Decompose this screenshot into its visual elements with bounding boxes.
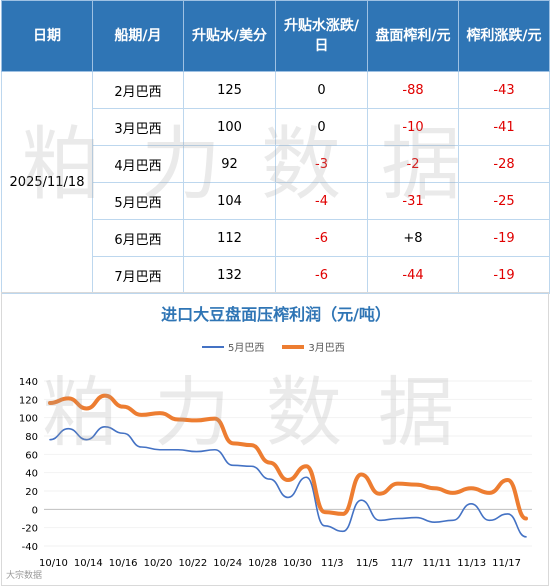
legend-item-series-5: 5月巴西 <box>202 339 264 354</box>
x-tick-label: 11/11 <box>422 558 451 569</box>
basis-change-cell: -6 <box>275 219 368 257</box>
basis-cell: 125 <box>183 71 276 109</box>
margin-change-cell: -41 <box>458 108 550 146</box>
y-tick-label: 100 <box>19 414 38 425</box>
basis-change-cell: -6 <box>275 256 368 294</box>
y-tick-label: 140 <box>19 377 38 388</box>
ship-cell: 7月巴西 <box>92 256 184 294</box>
legend-swatch-series-5 <box>202 345 224 348</box>
margin-change-cell: -19 <box>458 256 550 294</box>
table-row: 7月巴西 132 -6 -44 -19 <box>2 256 550 294</box>
ship-cell: 2月巴西 <box>92 71 184 109</box>
table-row: 3月巴西 100 0 -10 -41 <box>2 108 550 146</box>
margin-cell: +8 <box>367 219 459 257</box>
y-tick-label: 120 <box>19 395 38 406</box>
ship-cell: 6月巴西 <box>92 219 184 257</box>
x-tick-label: 10/28 <box>248 558 277 569</box>
x-tick-label: 10/14 <box>74 558 103 569</box>
y-tick-label: -20 <box>22 524 38 535</box>
margin-cell: -31 <box>367 182 459 220</box>
margin-cell: -88 <box>367 71 459 109</box>
header-basis-change: 升贴水涨跌/日 <box>275 0 368 72</box>
y-tick-label: 0 <box>32 505 38 516</box>
x-tick-label: 10/10 <box>39 558 68 569</box>
basis-change-cell: 0 <box>275 108 368 146</box>
date-cell: 2025/11/18 <box>1 71 93 294</box>
x-tick-label: 11/13 <box>457 558 486 569</box>
header-margin: 盘面榨利/元 <box>367 0 459 72</box>
margin-change-cell: -25 <box>458 182 550 220</box>
basis-margin-table: 日期 船期/月 升贴水/美分 升贴水涨跌/日 盘面榨利/元 榨利涨跌/元 202… <box>1 0 550 294</box>
header-ship: 船期/月 <box>92 0 184 72</box>
basis-cell: 112 <box>183 219 276 257</box>
table-row: 2025/11/18 2月巴西 125 0 -88 -43 <box>1 71 550 294</box>
chart-title: 进口大豆盘面压榨利润（元/吨） <box>161 305 391 324</box>
basis-cell: 100 <box>183 108 276 146</box>
header-date: 日期 <box>1 0 93 72</box>
legend-label-series-3: 3月巴西 <box>308 343 345 354</box>
basis-cell: 92 <box>183 145 276 183</box>
data-table: 日期 船期/月 升贴水/美分 升贴水涨跌/日 盘面榨利/元 榨利涨跌/元 202… <box>1 0 550 294</box>
margin-change-cell: -43 <box>458 71 550 109</box>
basis-change-cell: -3 <box>275 145 368 183</box>
x-tick-label: 10/30 <box>283 558 312 569</box>
x-tick-label: 11/5 <box>356 558 378 569</box>
ship-cell: 5月巴西 <box>92 182 184 220</box>
x-tick-label: 10/22 <box>178 558 207 569</box>
table-row: 4月巴西 92 -3 -2 -28 <box>2 145 550 183</box>
x-tick-label: 10/20 <box>144 558 173 569</box>
x-tick-label: 11/3 <box>321 558 343 569</box>
y-tick-label: 80 <box>25 432 38 443</box>
margin-change-cell: -28 <box>458 145 550 183</box>
legend-item-series-3: 3月巴西 <box>282 339 345 354</box>
margin-cell: -2 <box>367 145 459 183</box>
basis-cell: 104 <box>183 182 276 220</box>
basis-change-cell: 0 <box>275 71 368 109</box>
brand-logo: 大宗数据 <box>6 571 43 581</box>
header-basis: 升贴水/美分 <box>183 0 276 72</box>
margin-change-cell: -19 <box>458 219 550 257</box>
chart-legend: 5月巴西 3月巴西 <box>202 339 345 354</box>
y-tick-label: 20 <box>25 487 38 498</box>
table-row: 6月巴西 112 -6 +8 -19 <box>2 219 550 257</box>
x-tick-label: 10/16 <box>109 558 138 569</box>
margin-cell: -44 <box>367 256 459 294</box>
chart-panel: 进口大豆盘面压榨利润（元/吨） 5月巴西 3月巴西 -40 -20 0 20 40 60 8… <box>1 292 549 586</box>
y-tick-label: 60 <box>25 450 38 461</box>
y-tick-label: -40 <box>22 542 38 553</box>
chart-svg: -40 -20 0 20 40 60 80 100 120 140 10/10 10/14 10/16 1… <box>19 377 532 569</box>
basis-change-cell: -4 <box>275 182 368 220</box>
x-tick-label: 11/17 <box>492 558 521 569</box>
table-header-row: 日期 船期/月 升贴水/美分 升贴水涨跌/日 盘面榨利/元 榨利涨跌/元 <box>1 0 550 72</box>
series-line-0 <box>49 426 527 538</box>
basis-cell: 132 <box>183 256 276 294</box>
ship-cell: 4月巴西 <box>92 145 184 183</box>
series-line-1 <box>48 393 528 521</box>
y-tick-label: 40 <box>25 469 38 480</box>
margin-cell: -10 <box>367 108 459 146</box>
legend-label-series-5: 5月巴西 <box>228 343 265 354</box>
header-margin-change: 榨利涨跌/元 <box>458 0 550 72</box>
x-tick-label: 11/7 <box>391 558 413 569</box>
x-tick-label: 10/24 <box>213 558 242 569</box>
legend-swatch-series-3 <box>282 344 305 349</box>
ship-cell: 3月巴西 <box>92 108 184 146</box>
